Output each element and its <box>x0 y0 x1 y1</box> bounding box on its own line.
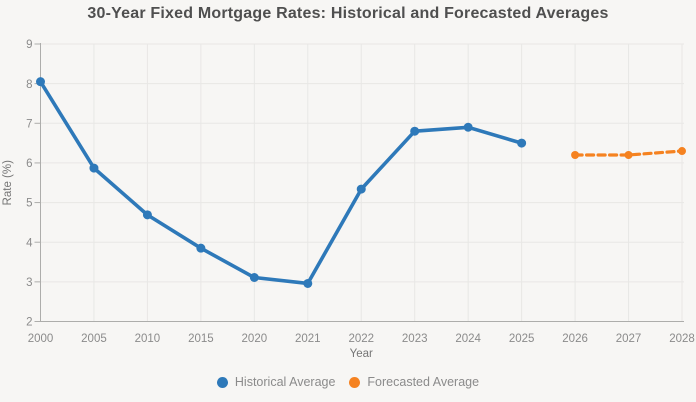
x-tick-label: 2010 <box>135 333 161 345</box>
x-tick-label: 2020 <box>242 333 268 345</box>
y-axis-title: Rate (%) <box>2 160 14 206</box>
data-point-2010[interactable] <box>142 210 152 220</box>
x-tick-label: 2027 <box>616 333 642 345</box>
x-tick-label: 2005 <box>81 333 107 345</box>
forecasted-legend-label: Forecasted Average <box>367 375 480 389</box>
data-point-2025[interactable] <box>517 138 527 148</box>
historical-legend-dot-icon <box>216 376 228 388</box>
x-axis-title: Year <box>350 348 373 360</box>
forecasted-legend-dot-icon <box>349 376 361 388</box>
x-tick-label: 2021 <box>295 333 321 345</box>
y-tick-label: 2 <box>26 317 32 329</box>
data-point-2005[interactable] <box>89 163 99 173</box>
x-axis-tick-labels: 2000 2005 2010 2015 2020 2021 2022 2023 2024 2025… <box>28 333 695 345</box>
data-point-2022[interactable] <box>356 184 366 194</box>
y-axis-tick-labels: 2 3 4 5 6 7 8 9 <box>26 39 33 329</box>
forecasted-average-series <box>571 147 686 159</box>
data-point-2027[interactable] <box>624 151 633 159</box>
x-tick-label: 2028 <box>669 333 695 345</box>
y-tick-label: 3 <box>26 277 32 289</box>
gridlines <box>40 43 684 322</box>
y-tick-label: 4 <box>26 237 33 249</box>
data-point-2023[interactable] <box>410 126 420 136</box>
historical-average-series <box>36 77 527 288</box>
legend-item-forecasted[interactable]: Forecasted Average <box>349 375 479 389</box>
y-tick-label: 9 <box>26 39 32 51</box>
data-point-2015[interactable] <box>196 243 206 253</box>
y-tick-label: 8 <box>26 79 32 91</box>
data-point-2028[interactable] <box>678 147 686 156</box>
axes <box>34 43 684 322</box>
x-tick-label: 2015 <box>188 333 214 345</box>
data-point-2020[interactable] <box>249 272 259 282</box>
x-tick-label: 2025 <box>509 333 535 345</box>
legend-item-historical[interactable]: Historical Average <box>216 375 336 389</box>
historical-legend-label: Historical Average <box>234 375 336 389</box>
x-tick-label: 2023 <box>402 333 428 345</box>
y-tick-label: 7 <box>26 118 32 130</box>
x-tick-label: 2022 <box>348 333 374 345</box>
x-tick-label: 2024 <box>455 333 481 345</box>
y-tick-label: 6 <box>26 158 32 170</box>
legend: Historical Average Forecasted Average <box>0 375 696 389</box>
data-point-2000[interactable] <box>36 77 45 87</box>
historical-average-line <box>38 79 524 286</box>
chart-title: 30-Year Fixed Mortgage Rates: Historical… <box>87 5 609 22</box>
y-tick-label: 5 <box>26 198 32 210</box>
x-tick-label: 2000 <box>28 333 54 345</box>
data-point-2026[interactable] <box>571 151 580 159</box>
x-tick-label: 2026 <box>562 333 588 345</box>
data-point-2021[interactable] <box>303 278 313 288</box>
data-point-2024[interactable] <box>463 122 473 132</box>
